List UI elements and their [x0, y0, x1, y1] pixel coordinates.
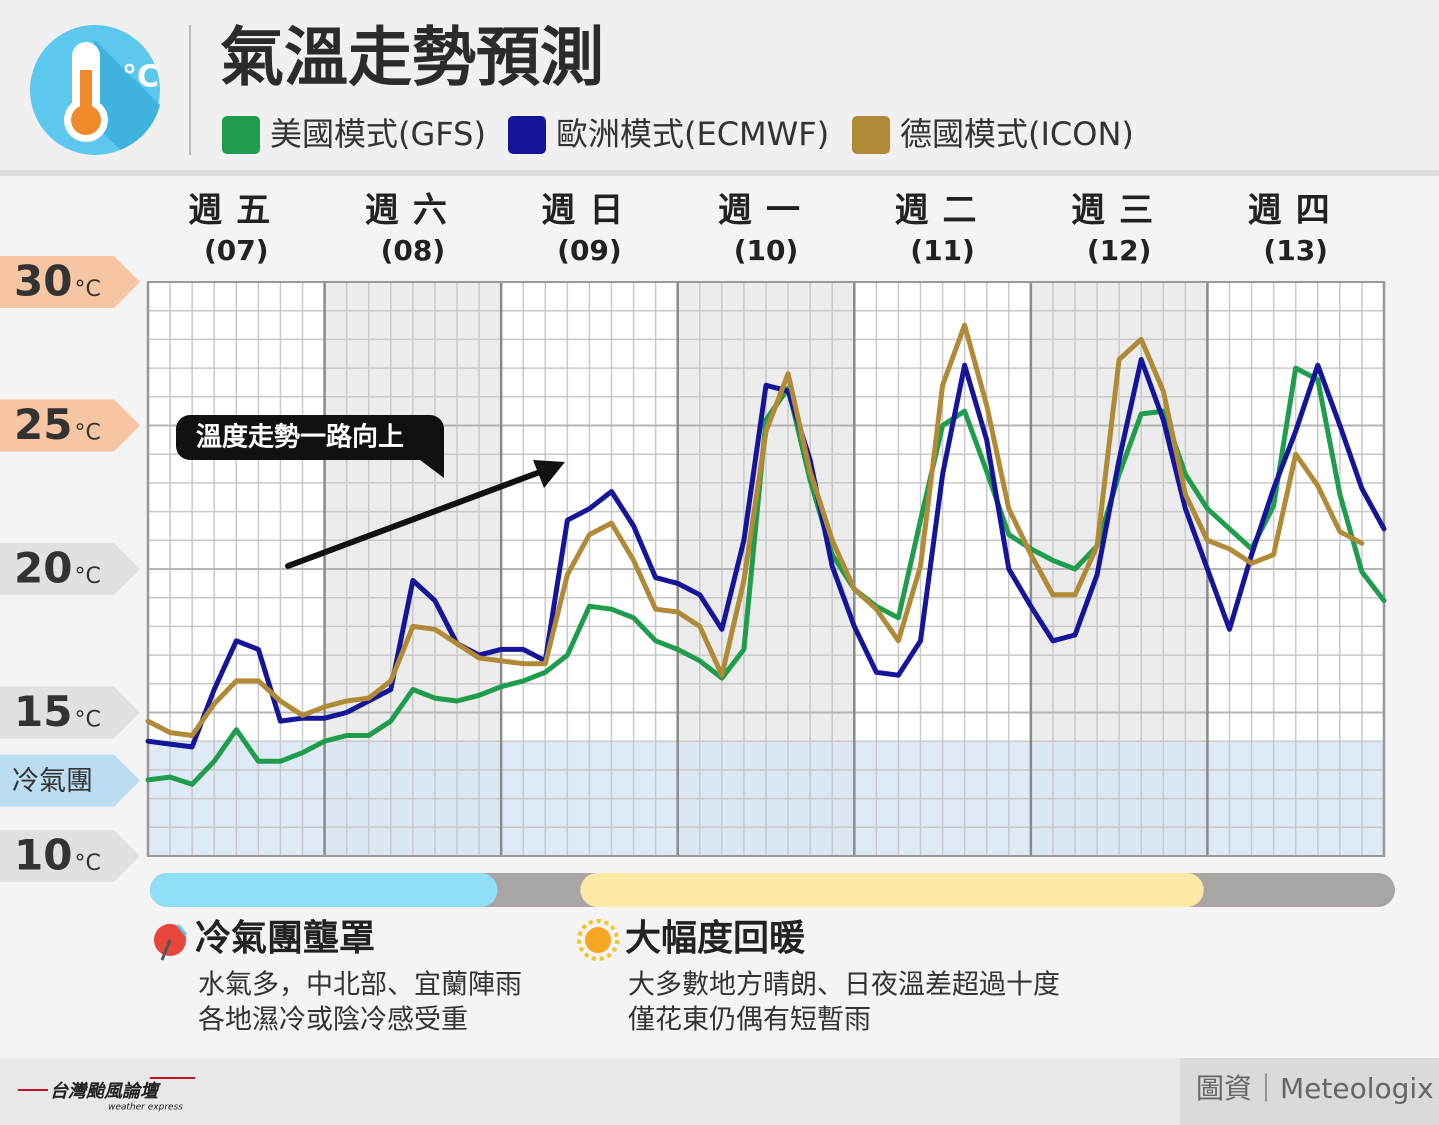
day-name: 週四: [1248, 191, 1344, 231]
footer-logo-sub: weather express: [108, 1103, 183, 1113]
day-date: (13): [1263, 234, 1328, 267]
y-tick-tag: [0, 830, 140, 882]
phase-bar: [150, 873, 498, 907]
day-date: (07): [204, 234, 269, 267]
y-tick-tag: [0, 754, 140, 807]
phase-text: 大多數地方晴朗、日夜溫差超過十度: [628, 970, 1060, 1001]
day-name: 週一: [718, 191, 814, 231]
phase-text: 水氣多，中北部、宜蘭陣雨: [198, 970, 522, 1001]
y-tick-label: 10: [14, 831, 72, 880]
day-name: 週二: [895, 191, 991, 231]
legend-swatch: [852, 116, 890, 154]
day-name: 週三: [1071, 191, 1167, 231]
y-tick-tag: [0, 399, 140, 452]
phase-title: 冷氣團壟罩: [195, 918, 375, 959]
header-rule: [0, 170, 1439, 176]
plot-frame: [147, 281, 1385, 857]
phase-bar: [580, 873, 1204, 907]
legend-swatch: [222, 116, 260, 154]
phase-title: 大幅度回暖: [625, 918, 806, 959]
series-line: [145, 322, 1365, 738]
annotation-text: 溫度走勢一路向上: [196, 422, 404, 453]
chart-title: 氣溫走勢預測: [220, 22, 604, 96]
cold-band-label: 冷氣團: [12, 766, 93, 797]
svg-text:°C: °C: [122, 60, 159, 95]
y-tick-label: 25: [14, 400, 72, 449]
y-tick-tag: [0, 686, 140, 739]
legend-label: 歐洲模式(ECMWF): [556, 115, 829, 153]
phase-icons: [154, 919, 619, 961]
y-tick-unit: °C: [74, 851, 100, 876]
day-name: 週六: [365, 191, 461, 231]
day-date: (10): [734, 234, 799, 267]
phase-text: 僅花東仍偶有短暫雨: [628, 1005, 871, 1036]
phase-text: 各地濕冷或陰冷感受重: [198, 1005, 468, 1036]
day-name: 週日: [541, 191, 637, 231]
y-tick-label: 30: [14, 257, 72, 306]
thermometer-icon: °C: [30, 25, 160, 155]
y-tick-unit: °C: [74, 421, 100, 446]
y-tick-tag: [0, 543, 140, 595]
day-date: (12): [1087, 234, 1152, 267]
legend-swatch: [508, 116, 546, 154]
legend-label: 美國模式(GFS): [270, 115, 486, 153]
footer-source-bg: [1180, 1058, 1439, 1125]
y-tick-unit: °C: [74, 277, 100, 302]
y-tick-label: 15: [14, 687, 72, 736]
y-tick-unit: °C: [74, 564, 100, 589]
series-line: [145, 357, 1387, 750]
day-date: (08): [381, 234, 446, 267]
annotation: 溫度走勢一路向上: [176, 415, 565, 569]
legend: 美國模式(GFS) 歐洲模式(ECMWF) 德國模式(ICON): [222, 115, 1134, 154]
legend-label: 德國模式(ICON): [900, 115, 1134, 153]
footer-source: 圖資｜Meteologix: [1196, 1072, 1434, 1105]
y-tick-label: 20: [14, 544, 72, 593]
y-tick-tag: [0, 256, 140, 308]
day-date: (11): [910, 234, 975, 267]
y-tick-unit: °C: [74, 708, 100, 733]
day-date: (09): [557, 234, 622, 267]
footer-logo-text: 台灣颱風論壇: [50, 1081, 161, 1102]
footer-logo: 台灣颱風論壇 weather express: [18, 1077, 195, 1113]
plot: 週五(07) 週六(08) 週日(09) 週一(10) 週二(11) 週三(12) 週四(1…: [0, 191, 1387, 882]
day-name: 週五: [188, 191, 284, 231]
